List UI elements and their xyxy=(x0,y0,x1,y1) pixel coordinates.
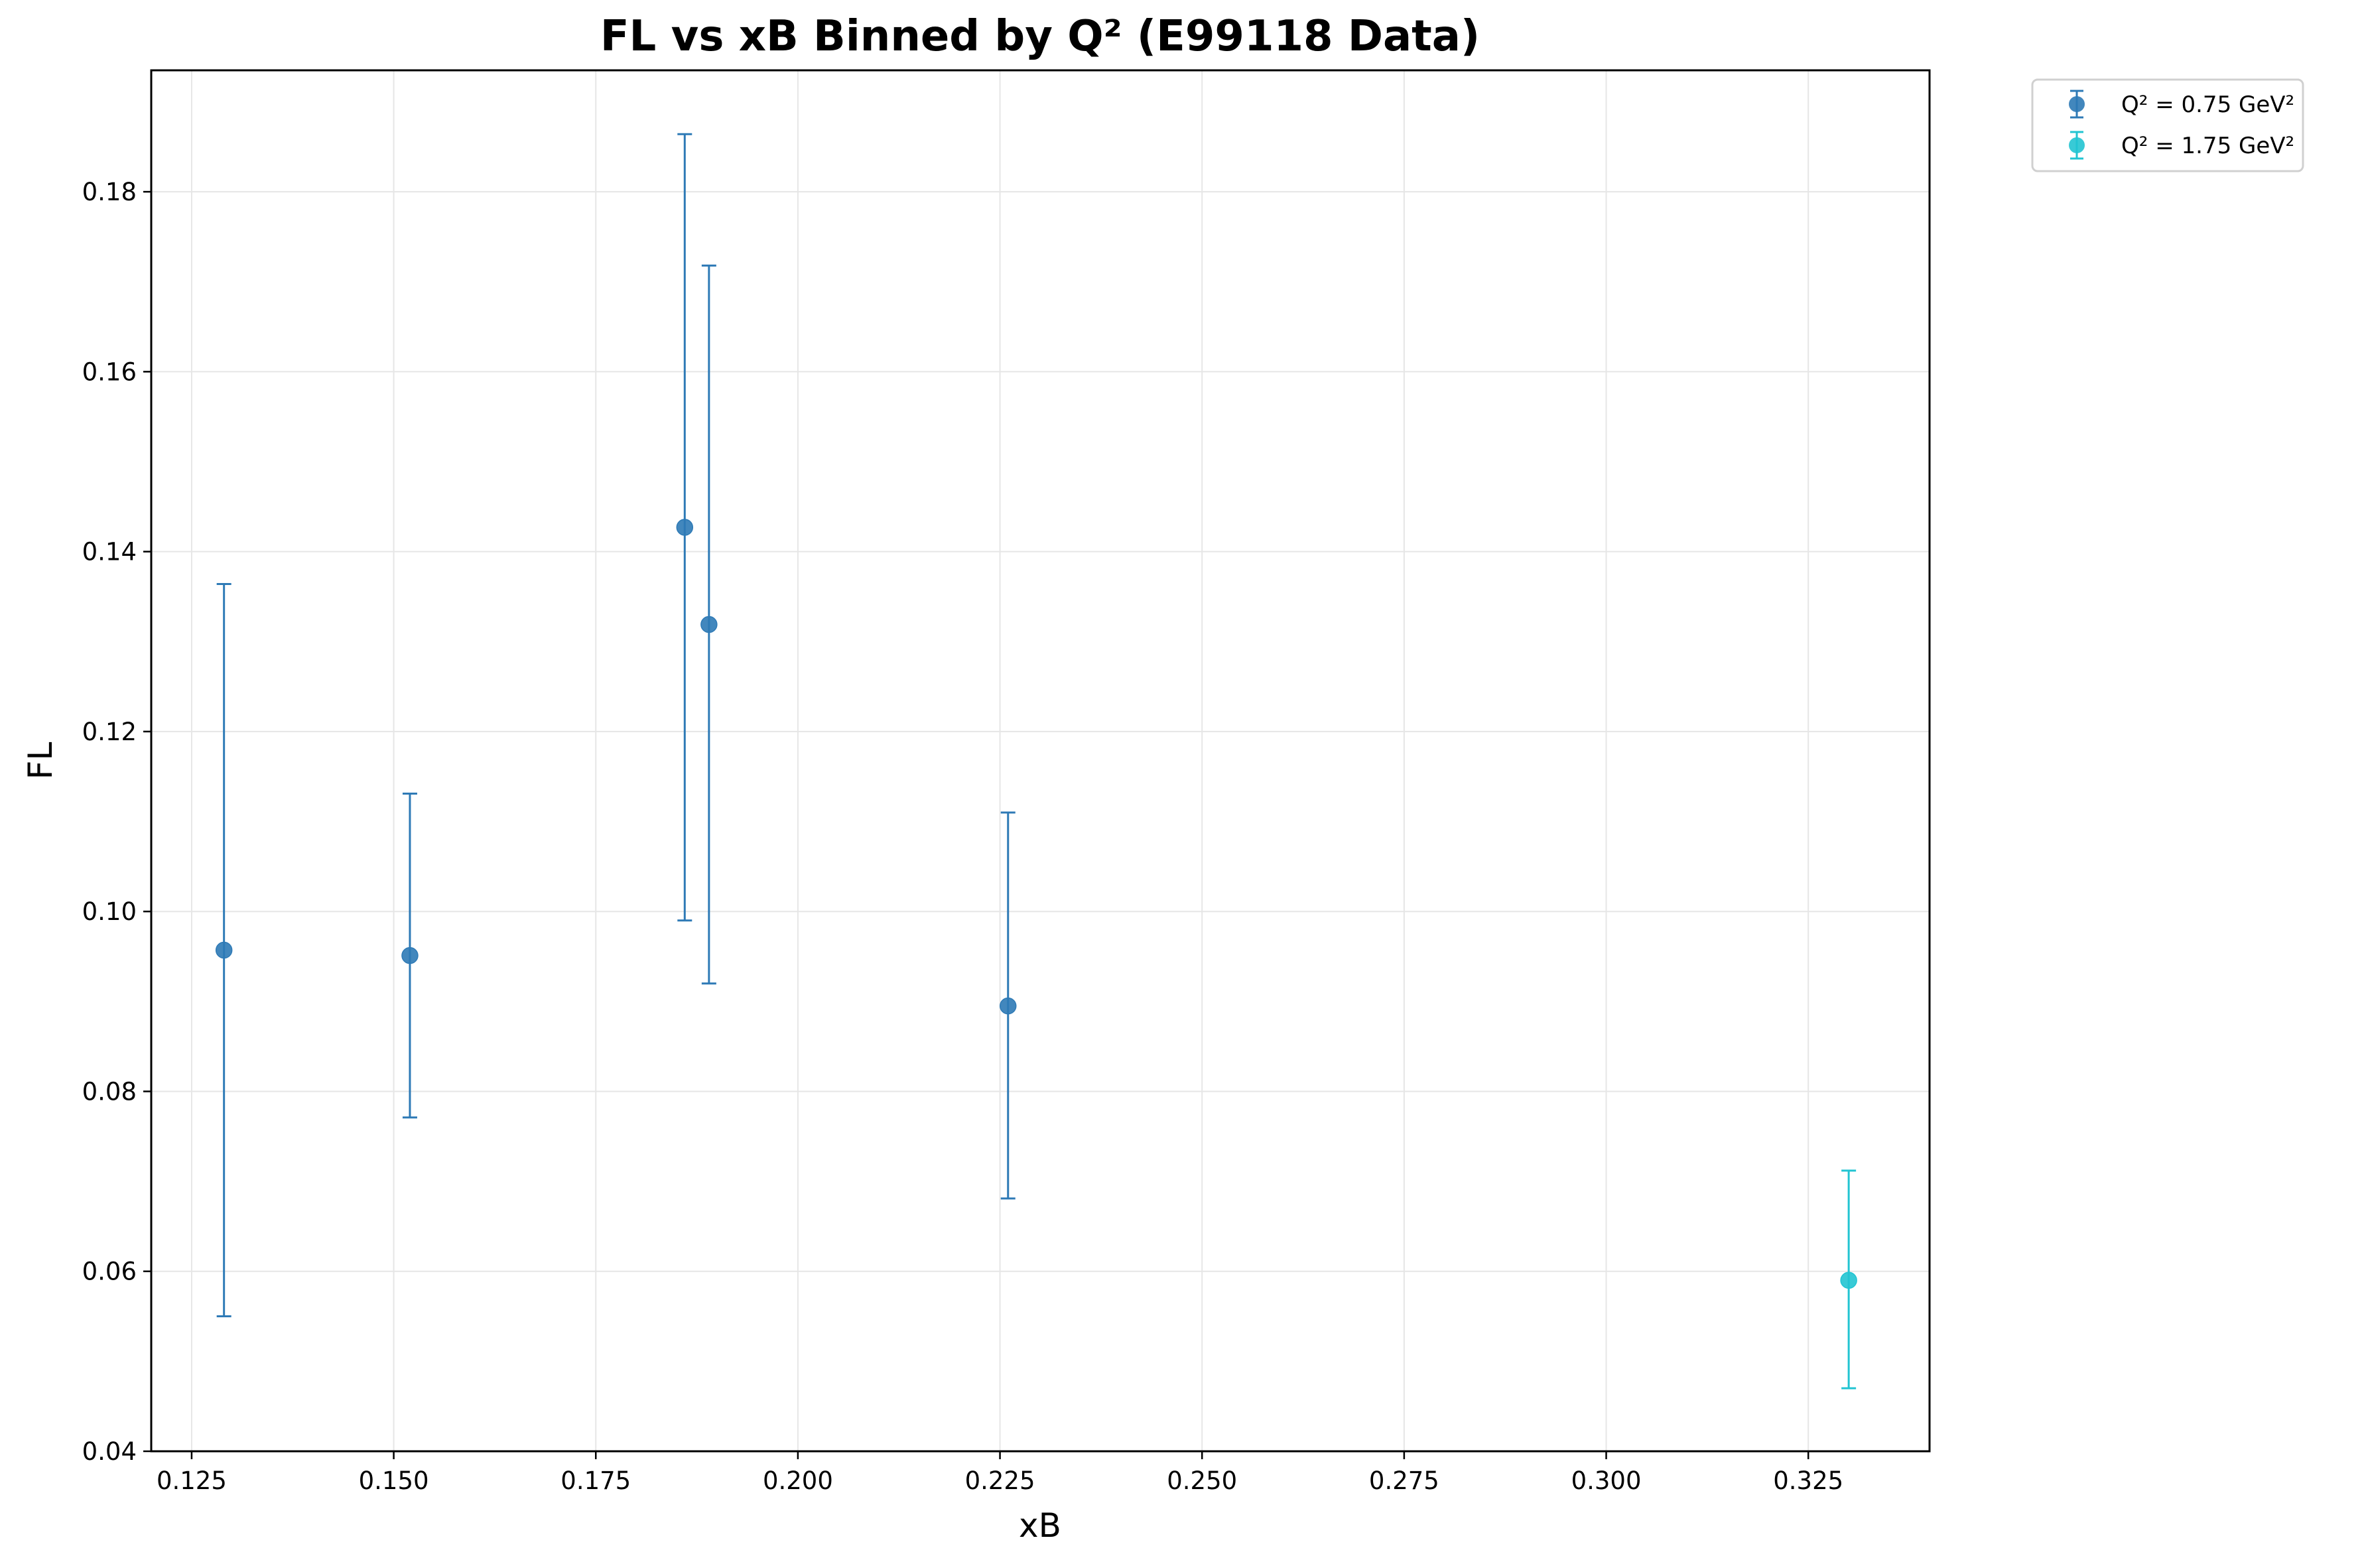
y-tick-label: 0.06 xyxy=(82,1258,137,1286)
data-point xyxy=(215,941,233,959)
data-point xyxy=(676,519,694,536)
x-axis-label: xB xyxy=(1019,1506,1061,1545)
y-tick-label: 0.04 xyxy=(82,1437,137,1466)
y-tick-label: 0.18 xyxy=(82,178,137,206)
legend-marker xyxy=(2069,96,2085,112)
chart-title: FL vs xB Binned by Q² (E99118 Data) xyxy=(600,12,1480,61)
y-tick-label: 0.16 xyxy=(82,358,137,386)
data-point xyxy=(700,616,718,633)
x-axis: 0.125 0.150 0.175 0.200 0.225 0.250 0.275 0.300… xyxy=(157,1451,1843,1495)
legend-marker xyxy=(2069,137,2085,153)
x-tick-label: 0.275 xyxy=(1369,1467,1439,1495)
y-tick-label: 0.12 xyxy=(82,718,137,746)
data-points xyxy=(215,133,1857,1390)
y-tick-label: 0.14 xyxy=(82,538,137,566)
grid xyxy=(151,70,1930,1452)
series-1 xyxy=(215,133,1017,1318)
data-point xyxy=(1000,997,1017,1015)
y-axis-label: FL xyxy=(21,742,60,780)
x-tick-label: 0.200 xyxy=(763,1467,833,1495)
legend-label: Q² = 1.75 GeV² xyxy=(2121,133,2294,159)
x-tick-label: 0.250 xyxy=(1167,1467,1237,1495)
x-tick-label: 0.225 xyxy=(965,1467,1035,1495)
legend-frame xyxy=(2031,78,2304,172)
series-2 xyxy=(1840,1169,1857,1390)
data-point xyxy=(1840,1272,1857,1289)
x-tick-label: 0.125 xyxy=(157,1467,227,1495)
y-tick-label: 0.08 xyxy=(82,1077,137,1106)
data-point xyxy=(401,947,419,964)
plot-area-frame xyxy=(150,69,1931,1453)
x-tick-label: 0.150 xyxy=(359,1467,429,1495)
x-tick-label: 0.325 xyxy=(1773,1467,1843,1495)
legend-label: Q² = 0.75 GeV² xyxy=(2121,92,2294,118)
x-tick-label: 0.300 xyxy=(1571,1467,1642,1495)
x-tick-label: 0.175 xyxy=(560,1467,631,1495)
y-tick-label: 0.10 xyxy=(82,897,137,926)
y-axis: 0.04 0.06 0.08 0.10 0.12 0.14 0.16 0.18 xyxy=(82,178,151,1466)
legend: Q² = 0.75 GeV² Q² = 1.75 GeV² xyxy=(2031,78,2304,172)
